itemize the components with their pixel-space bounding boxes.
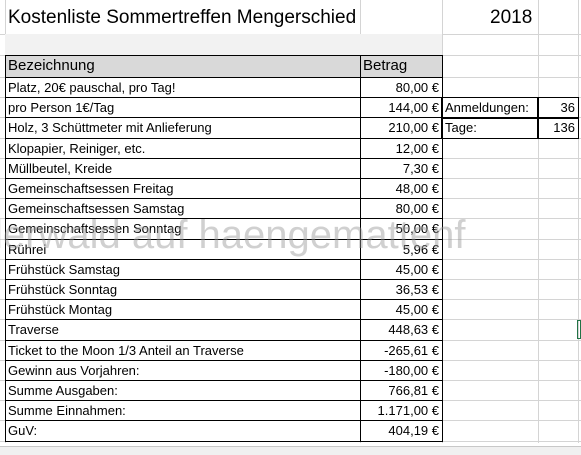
title: Kostenliste Sommertreffen Mengerschied [8,7,357,28]
cell-extra-value: 136 [537,117,579,140]
header-fill [5,55,442,77]
blank-fill [5,34,442,55]
cell-amount: 1.171,00 € [377,403,439,419]
cell-label: Gemeinschaftsessen Freitag [8,181,174,196]
cell-amount: 5,96 € [402,241,439,257]
border [5,400,443,402]
border [5,97,443,99]
border [5,440,443,442]
cell-amount: -265,61 € [384,342,439,358]
grid-line [578,0,579,443]
border [5,117,443,119]
border [5,55,443,56]
cell-amount: 80,00 € [395,201,439,217]
cell-extra-value: 36 [537,97,579,120]
cell-label: Gemeinschaftsessen Sonntag [8,221,182,237]
cell-label: Rührei [8,241,47,257]
cell-label: GuV: [8,423,38,439]
cell-amount: 766,81 € [388,383,439,398]
border [5,299,443,301]
cell-amount: 210,00 € [388,120,439,136]
cell-amount: 404,19 € [388,423,439,439]
column-header: Bezeichnung [8,57,95,74]
border [5,339,443,341]
grid-line [538,0,539,443]
cell-amount: 45,00 € [395,261,439,277]
border [5,157,443,159]
border [5,258,443,260]
cell-amount: 12,00 € [395,140,439,156]
watermark: lerwald auf haengemattenf [0,213,466,257]
cell-label: pro Person 1€/Tag [8,100,115,116]
border [5,380,443,381]
border [5,77,443,78]
cell-label: Frühstück Sonntag [8,282,118,297]
tab-bar [0,446,581,455]
cell-amount: -180,00 € [384,362,439,378]
border [5,137,443,139]
cell-amount: 448,63 € [388,322,439,338]
border [442,55,443,441]
border [5,238,443,240]
year: 2018 [490,7,533,28]
cell-amount: 45,00 € [395,302,439,318]
cell-amount: 50,00 € [395,221,439,237]
cell-amount: 80,00 € [395,80,439,95]
cell-label: Gemeinschaftsessen Samstag [8,201,185,217]
border [5,420,443,422]
cell-label: Platz, 20€ pauschal, pro Tag! [8,80,176,95]
border [5,279,443,280]
border [5,319,443,321]
cell-label: Müllbeutel, Kreide [8,160,113,176]
cell-label: Frühstück Montag [8,302,113,318]
border [5,178,443,179]
border [360,55,361,441]
border [5,55,6,441]
cell-label: Frühstück Samstag [8,261,120,277]
cell-extra-label: Tage: [441,117,539,140]
cell-label: Traverse [8,322,59,338]
cell-amount: 144,00 € [388,100,439,116]
cell-extra-label: Anmeldungen: [441,97,539,120]
cell-label: Klopapier, Reiniger, etc. [8,140,146,156]
cell-label: Gewinn aus Vorjahren: [8,362,140,378]
cell-label: Holz, 3 Schüttmeter mit Anlieferung [8,120,212,136]
cell-amount: 36,53 € [395,282,439,297]
cell-label: Ticket to the Moon 1/3 Anteil an Travers… [8,342,244,358]
cell-amount: 48,00 € [395,181,439,196]
border [5,218,443,220]
cell-label: Summe Ausgaben: [8,383,118,398]
border [5,198,443,200]
cell-label: Summe Einnahmen: [8,403,126,419]
selection [577,320,581,340]
border [5,359,443,361]
column-header: Betrag [363,57,408,74]
cell-amount: 7,30 € [402,160,439,176]
